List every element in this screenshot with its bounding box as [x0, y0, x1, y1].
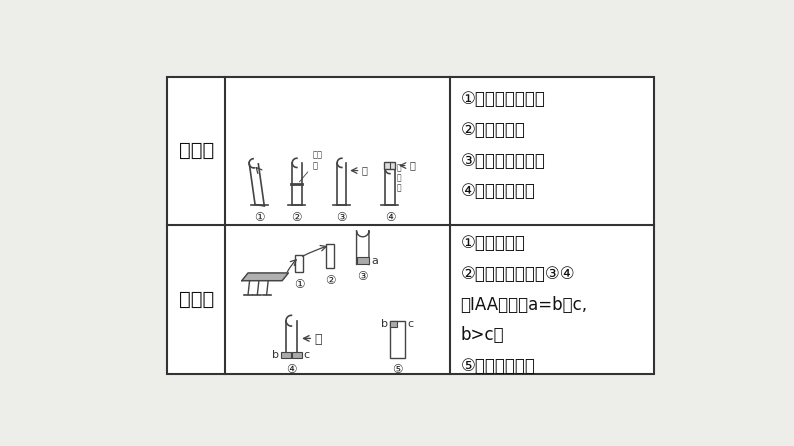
Polygon shape — [292, 163, 302, 205]
Bar — [357, 257, 369, 264]
Text: ④: ④ — [286, 363, 297, 376]
Bar — [384, 162, 395, 169]
Text: a: a — [372, 256, 378, 266]
Text: ⑤: ⑤ — [392, 363, 403, 376]
Polygon shape — [286, 321, 297, 358]
Text: ①: ① — [294, 277, 304, 291]
Polygon shape — [249, 163, 264, 206]
Text: 插入类: 插入类 — [179, 141, 214, 161]
Bar — [326, 244, 334, 268]
Text: c: c — [407, 319, 414, 329]
Bar — [292, 352, 302, 358]
Polygon shape — [249, 159, 254, 168]
Text: 光: 光 — [409, 161, 415, 170]
Text: ④: ④ — [384, 211, 395, 224]
Text: 琼
脂
块: 琼 脂 块 — [397, 163, 402, 193]
Text: ②: ② — [291, 211, 303, 224]
Polygon shape — [292, 158, 297, 168]
Bar — [390, 321, 406, 358]
Polygon shape — [385, 165, 390, 173]
Polygon shape — [337, 163, 346, 205]
Polygon shape — [337, 158, 342, 168]
Text: ②: ② — [325, 274, 335, 287]
Text: c: c — [304, 350, 310, 359]
Bar — [168, 77, 654, 374]
Bar — [281, 352, 291, 358]
Text: 移植类: 移植类 — [179, 290, 214, 309]
Text: b: b — [380, 319, 387, 329]
Text: ①直立生长；
②向左弯曲生长；③④
中IAA的含量a=b＋c,
b>c；
⑤向右弯曲生长: ①直立生长； ②向左弯曲生长；③④ 中IAA的含量a=b＋c, b>c； ⑤向右… — [461, 235, 588, 375]
Polygon shape — [385, 169, 395, 205]
Text: ①向右弯曲生长；
②直立生长；
③向光弯曲生长；
④向光弯曲生长: ①向右弯曲生长； ②直立生长； ③向光弯曲生长； ④向光弯曲生长 — [461, 91, 545, 200]
Text: ①: ① — [254, 211, 265, 224]
Text: ③: ③ — [357, 270, 368, 283]
Polygon shape — [242, 273, 288, 281]
Text: 光: 光 — [362, 165, 368, 176]
Polygon shape — [357, 231, 369, 264]
Polygon shape — [286, 315, 291, 326]
Bar — [295, 255, 303, 272]
Text: 云母
片: 云母 片 — [299, 151, 322, 182]
Text: ③: ③ — [337, 211, 347, 224]
Bar — [390, 321, 397, 327]
Text: b: b — [272, 350, 279, 359]
Text: 光: 光 — [314, 333, 322, 346]
